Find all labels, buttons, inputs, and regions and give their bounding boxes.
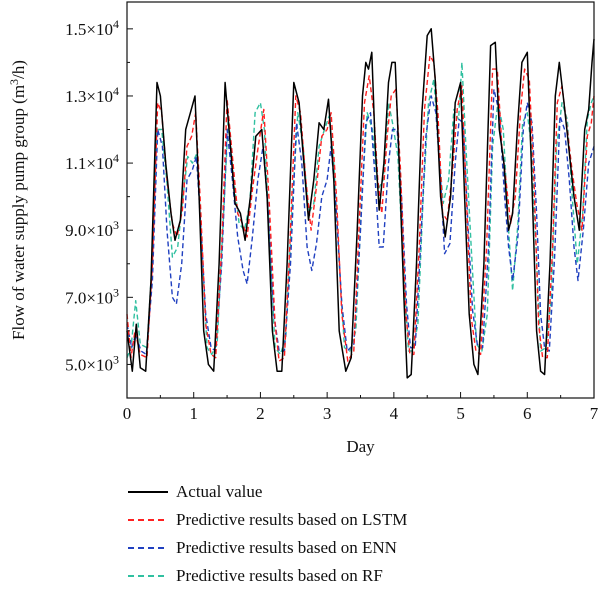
y-tick-label: 7.0×103 (65, 285, 119, 307)
plot-frame (126, 1, 595, 399)
series-line-0 (126, 28, 595, 379)
legend-swatch (128, 547, 168, 549)
legend-swatch (128, 575, 168, 577)
y-tick-label: 1.1×104 (65, 151, 119, 173)
legend-item: Predictive results based on LSTM (128, 506, 588, 534)
y-tick-label: 5.0×103 (65, 352, 119, 374)
legend-item: Actual value (128, 478, 588, 506)
series-line-2 (126, 88, 595, 356)
x-tick-label: 3 (323, 404, 332, 423)
plot-series-layer (126, 28, 595, 379)
legend-swatch (128, 519, 168, 521)
legend-swatch (128, 491, 168, 493)
x-tick-label: 2 (256, 404, 265, 423)
legend-item: Predictive results based on ENN (128, 534, 588, 562)
y-axis-title: Flow of water supply pump group (m3/h) (7, 60, 28, 340)
y-tick-label: 9.0×103 (65, 218, 119, 240)
y-tick-label: 1.3×104 (65, 84, 119, 106)
legend-label: Predictive results based on LSTM (176, 510, 408, 529)
x-tick-label: 0 (123, 404, 132, 423)
chart-legend: Actual value Predictive results based on … (128, 478, 588, 590)
series-line-1 (126, 55, 595, 362)
legend-label: Actual value (176, 482, 263, 501)
line-chart: 0 1 2 3 4 5 6 7 5.0×103 7.0×103 9.0×103 1.1×104 1.3… (7, 1, 599, 456)
x-tick-label: 4 (390, 404, 399, 423)
x-tick-label: 1 (189, 404, 198, 423)
x-axis: 0 1 2 3 4 5 6 7 (123, 392, 599, 423)
y-axis: 5.0×103 7.0×103 9.0×103 1.1×104 1.3×104 1.5×1… (65, 17, 133, 374)
legend-label: Predictive results based on ENN (176, 538, 397, 557)
series-line-3 (126, 61, 595, 358)
x-tick-label: 5 (456, 404, 465, 423)
legend-label: Predictive results based on RF (176, 566, 383, 585)
y-tick-label: 1.5×104 (65, 17, 119, 39)
x-tick-label: 6 (523, 404, 532, 423)
x-axis-title: Day (346, 437, 375, 456)
x-tick-label: 7 (590, 404, 599, 423)
legend-item: Predictive results based on RF (128, 562, 588, 590)
